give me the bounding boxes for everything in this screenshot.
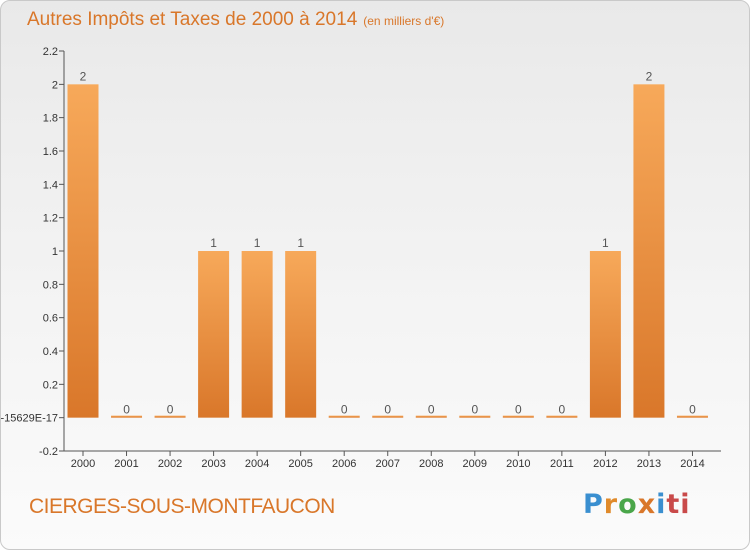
bar[interactable] (459, 415, 491, 418)
y-tick-label: -0.2 (39, 446, 58, 458)
x-tick-label: 2005 (288, 458, 312, 470)
bar[interactable] (676, 415, 708, 418)
bar[interactable] (198, 251, 230, 418)
y-tick-label: -15629E-17 (1, 413, 58, 425)
bar-value-label: 1 (210, 236, 217, 250)
x-tick-label: 2000 (71, 458, 95, 470)
bar-value-label: 0 (384, 403, 391, 417)
x-tick-label: 2009 (463, 458, 487, 470)
x-tick-label: 2012 (593, 458, 617, 470)
bar[interactable] (415, 415, 447, 418)
bar[interactable] (633, 84, 665, 418)
bar[interactable] (154, 415, 186, 418)
bar[interactable] (372, 415, 404, 418)
bar-series: 2 0 0 1 1 1 0 0 0 0 0 0 1 2 0 (67, 69, 708, 418)
x-tick-label: 2007 (375, 458, 399, 470)
logo-letter: x (637, 489, 657, 520)
bar[interactable] (502, 415, 534, 418)
y-tick-label: 0.6 (43, 313, 58, 325)
x-tick-label: 2008 (419, 458, 443, 470)
x-tick-label: 2011 (550, 458, 574, 470)
bar[interactable] (241, 251, 273, 418)
logo-letter: r (603, 489, 619, 520)
bar-value-label: 2 (80, 69, 87, 83)
bar-value-label: 1 (254, 236, 261, 250)
bar[interactable] (111, 415, 143, 418)
chart-unit: (en milliers d'€) (363, 14, 445, 28)
x-tick-label: 2004 (245, 458, 269, 470)
y-tick-label: 0.4 (43, 346, 58, 358)
y-tick-label: 0.2 (43, 379, 58, 391)
x-tick-label: 2001 (114, 458, 138, 470)
y-tick-label: 1.8 (43, 113, 58, 125)
bar[interactable] (589, 251, 621, 418)
proxiti-logo[interactable]: Proxiti (583, 489, 691, 520)
logo-letter: ti (666, 489, 691, 520)
y-tick-label: 0.8 (43, 279, 58, 291)
x-tick-label: 2006 (332, 458, 356, 470)
y-tick-label: 1 (52, 246, 58, 258)
bar-value-label: 0 (559, 403, 566, 417)
bar[interactable] (67, 84, 99, 418)
bar-value-label: 0 (428, 403, 435, 417)
logo-letter: i (656, 489, 667, 520)
commune-name: CIERGES-SOUS-MONTFAUCON (29, 495, 335, 518)
y-tick-label: 1.4 (43, 179, 58, 191)
y-tick-label: 1.6 (43, 146, 58, 158)
bar[interactable] (328, 415, 360, 418)
bar-value-label: 0 (167, 403, 174, 417)
x-tick-label: 2013 (637, 458, 661, 470)
bar-value-label: 1 (297, 236, 304, 250)
x-tick-label: 2003 (201, 458, 225, 470)
x-tick-label: 2010 (506, 458, 530, 470)
bar-value-label: 1 (602, 236, 609, 250)
x-axis: 2000 2001 2002 2003 2004 2005 2006 2007 2008 2009… (64, 450, 721, 470)
bar-value-label: 0 (471, 403, 478, 417)
bar[interactable] (546, 415, 578, 418)
bar-value-label: 2 (646, 69, 653, 83)
bar-value-label: 0 (515, 403, 522, 417)
y-tick-label: 2.2 (43, 46, 58, 58)
x-tick-label: 2002 (158, 458, 182, 470)
y-tick-label: 2 (52, 79, 58, 91)
chart-title: Autres Impôts et Taxes de 2000 à 2014 (en… (27, 9, 444, 31)
logo-letter: o (618, 489, 638, 520)
bar-value-label: 0 (123, 403, 130, 417)
x-tick-label: 2014 (680, 458, 704, 470)
bar-value-label: 0 (341, 403, 348, 417)
y-axis: -0.2 -15629E-17 0.2 0.4 0.6 0.8 1 1.2 1.4 1.6 1.8 2… (1, 46, 65, 458)
bar[interactable] (285, 251, 317, 418)
logo-letter: P (583, 489, 604, 520)
chart-title-text: Autres Impôts et Taxes de 2000 à 2014 (27, 9, 358, 30)
bar-value-label: 0 (689, 403, 696, 417)
y-tick-label: 1.2 (43, 213, 58, 225)
